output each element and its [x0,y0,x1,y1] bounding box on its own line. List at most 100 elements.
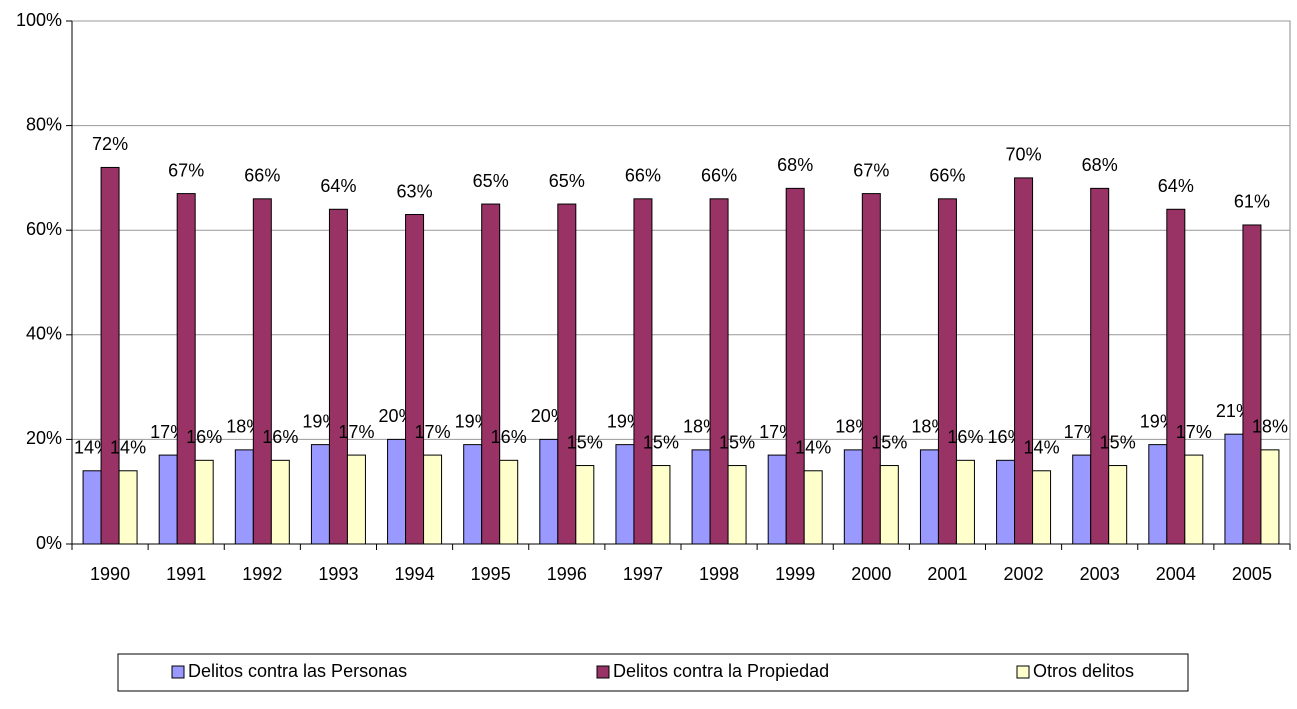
x-tick-label: 1992 [242,564,282,584]
legend-label: Delitos contra la Propiedad [613,661,829,681]
y-tick-label: 100% [16,10,62,30]
bar [879,465,899,545]
bar [499,459,519,545]
bar [955,459,975,545]
bar [1224,433,1244,545]
data-label: 16% [186,427,222,447]
y-tick-label: 20% [26,428,62,448]
bar [1184,454,1204,545]
bar [463,444,483,545]
x-tick-label: 1998 [699,564,739,584]
data-label: 15% [567,432,603,452]
data-label: 16% [947,427,983,447]
bar [937,198,957,545]
data-label: 16% [262,427,298,447]
bar [270,459,290,545]
x-tick-label: 1995 [471,564,511,584]
data-label: 65% [549,171,585,191]
bar [861,193,881,545]
x-tick-label: 1997 [623,564,663,584]
bar [82,470,102,545]
data-label: 14% [1024,438,1060,458]
data-label: 66% [625,166,661,186]
y-tick-label: 80% [26,114,62,134]
x-tick-label: 2005 [1232,564,1272,584]
legend-swatch [596,665,610,679]
bar [785,187,805,545]
bar [176,193,196,545]
data-label: 63% [397,181,433,201]
bar [234,449,254,545]
x-tick-label: 1991 [166,564,206,584]
bar [615,444,635,545]
bar [310,444,330,545]
bar [346,454,366,545]
bar [709,198,729,545]
data-label: 64% [320,176,356,196]
x-tick-label: 1993 [318,564,358,584]
bar [1260,449,1280,545]
x-tick-label: 1990 [90,564,130,584]
bar [843,449,863,545]
data-label: 14% [795,438,831,458]
x-tick-label: 1994 [395,564,435,584]
data-label: 67% [853,160,889,180]
bar [727,465,747,545]
bar [481,203,501,545]
x-tick-label: 2004 [1156,564,1196,584]
data-label: 14% [110,438,146,458]
y-tick-label: 60% [26,219,62,239]
bar [996,459,1016,545]
data-label: 17% [338,422,374,442]
data-label: 68% [1082,155,1118,175]
bar [1166,208,1186,545]
bar [1014,177,1034,545]
bar [405,214,425,545]
data-label: 17% [415,422,451,442]
data-label: 66% [244,166,280,186]
bar [575,465,595,545]
bar [1072,454,1092,545]
x-tick-label: 2001 [927,564,967,584]
bar [539,438,559,545]
bar [803,470,823,545]
x-tick-label: 1996 [547,564,587,584]
legend-box [117,653,1189,692]
data-label: 16% [491,427,527,447]
x-tick-label: 1999 [775,564,815,584]
data-label: 66% [929,166,965,186]
bar [423,454,443,545]
data-label: 65% [473,171,509,191]
x-tick-label: 2002 [1004,564,1044,584]
x-tick-label: 2000 [851,564,891,584]
data-label: 61% [1234,192,1270,212]
bar [1032,470,1052,545]
legend-swatch [171,665,185,679]
legend-swatch [1016,665,1030,679]
data-label: 15% [1100,432,1136,452]
data-label: 70% [1006,145,1042,165]
bar [387,438,407,545]
data-label: 64% [1158,176,1194,196]
bar [1242,224,1262,545]
bar [691,449,711,545]
bar [328,208,348,545]
data-label: 72% [92,134,128,154]
data-label: 15% [871,432,907,452]
bar [118,470,138,545]
data-label: 67% [168,160,204,180]
bar [1148,444,1168,545]
bar [651,465,671,545]
bar [919,449,939,545]
bar [158,454,178,545]
data-label: 66% [701,166,737,186]
legend-label: Delitos contra las Personas [188,661,407,681]
data-label: 68% [777,155,813,175]
bar [1108,465,1128,545]
bar [252,198,272,545]
data-label: 15% [719,432,755,452]
legend-label: Otros delitos [1033,661,1134,681]
bar [633,198,653,545]
